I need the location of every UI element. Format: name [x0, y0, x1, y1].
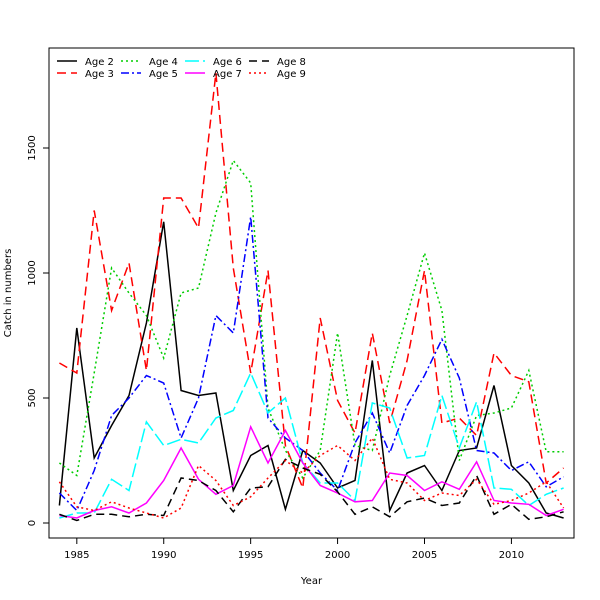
legend-label: Age 8	[277, 57, 306, 68]
series-line-age-9	[58, 436, 565, 519]
legend-label: Age 6	[213, 57, 242, 68]
x-tick-label: 2010	[499, 550, 524, 561]
legend-label: Age 9	[277, 69, 306, 80]
plot-frame	[48, 47, 575, 539]
x-tick-label: 1990	[151, 550, 176, 561]
series-line-age-3	[59, 72, 565, 489]
y-tick-label: 500	[27, 388, 38, 407]
legend-label: Age 2	[85, 57, 114, 68]
y-axis-title: Catch in numbers	[3, 249, 14, 338]
x-tick-label: 2005	[412, 550, 437, 561]
series-group	[58, 72, 565, 522]
series-line-age-5	[58, 216, 564, 512]
series-line-age-7	[59, 424, 564, 519]
series-line-age-8	[59, 458, 564, 522]
legend-label: Age 3	[85, 69, 114, 80]
series-line-age-2	[58, 221, 564, 519]
axes-group: 1985 1990 1995 2000 2005 2010 0 500 1000 1500	[27, 135, 524, 561]
legend-label: Age 5	[149, 69, 178, 80]
y-tick-label: 0	[27, 520, 38, 526]
y-tick-label: 1500	[27, 135, 38, 160]
legend-label: Age 7	[213, 69, 242, 80]
legend-label: Age 4	[149, 57, 178, 68]
series-line-age-6	[59, 371, 564, 519]
x-tick-label: 1985	[64, 550, 89, 561]
y-tick-label: 1000	[27, 260, 38, 285]
x-tick-label: 2000	[325, 550, 350, 561]
x-axis-title: Year	[300, 576, 323, 587]
x-tick-label: 1995	[238, 550, 263, 561]
series-line-age-4	[58, 158, 564, 480]
